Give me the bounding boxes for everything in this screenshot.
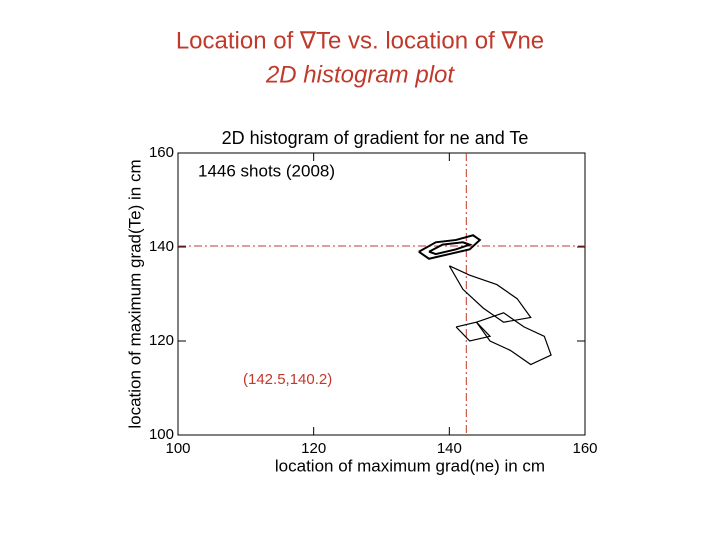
plot-frame	[177, 152, 586, 436]
contour-line	[418, 234, 482, 260]
annotation: 1446 shots (2008)	[198, 161, 335, 180]
contour-line	[448, 265, 532, 323]
y-axis-label: location of maximum grad(Te) in cm	[125, 159, 144, 428]
contour-line	[455, 321, 492, 342]
slide-subtitle: 2D histogram plot	[265, 61, 455, 88]
y-tick-label: 160	[149, 144, 174, 161]
y-tick-label: 140	[149, 238, 174, 255]
chart-title: 2D histogram of gradient for ne and Te	[222, 128, 529, 148]
x-tick-label: 160	[572, 440, 597, 457]
x-axis-label: location of maximum grad(ne) in cm	[275, 456, 545, 475]
contour-line	[428, 241, 473, 256]
annotation: (142.5,140.2)	[243, 371, 332, 388]
y-tick-label: 100	[149, 426, 174, 443]
slide-title: Location of ∇Te vs. location of ∇ne	[176, 27, 544, 54]
contour-line	[475, 312, 552, 366]
x-tick-label: 120	[301, 440, 326, 457]
x-tick-label: 140	[437, 440, 462, 457]
x-tick-label: 100	[165, 440, 190, 457]
y-tick-label: 120	[149, 332, 174, 349]
